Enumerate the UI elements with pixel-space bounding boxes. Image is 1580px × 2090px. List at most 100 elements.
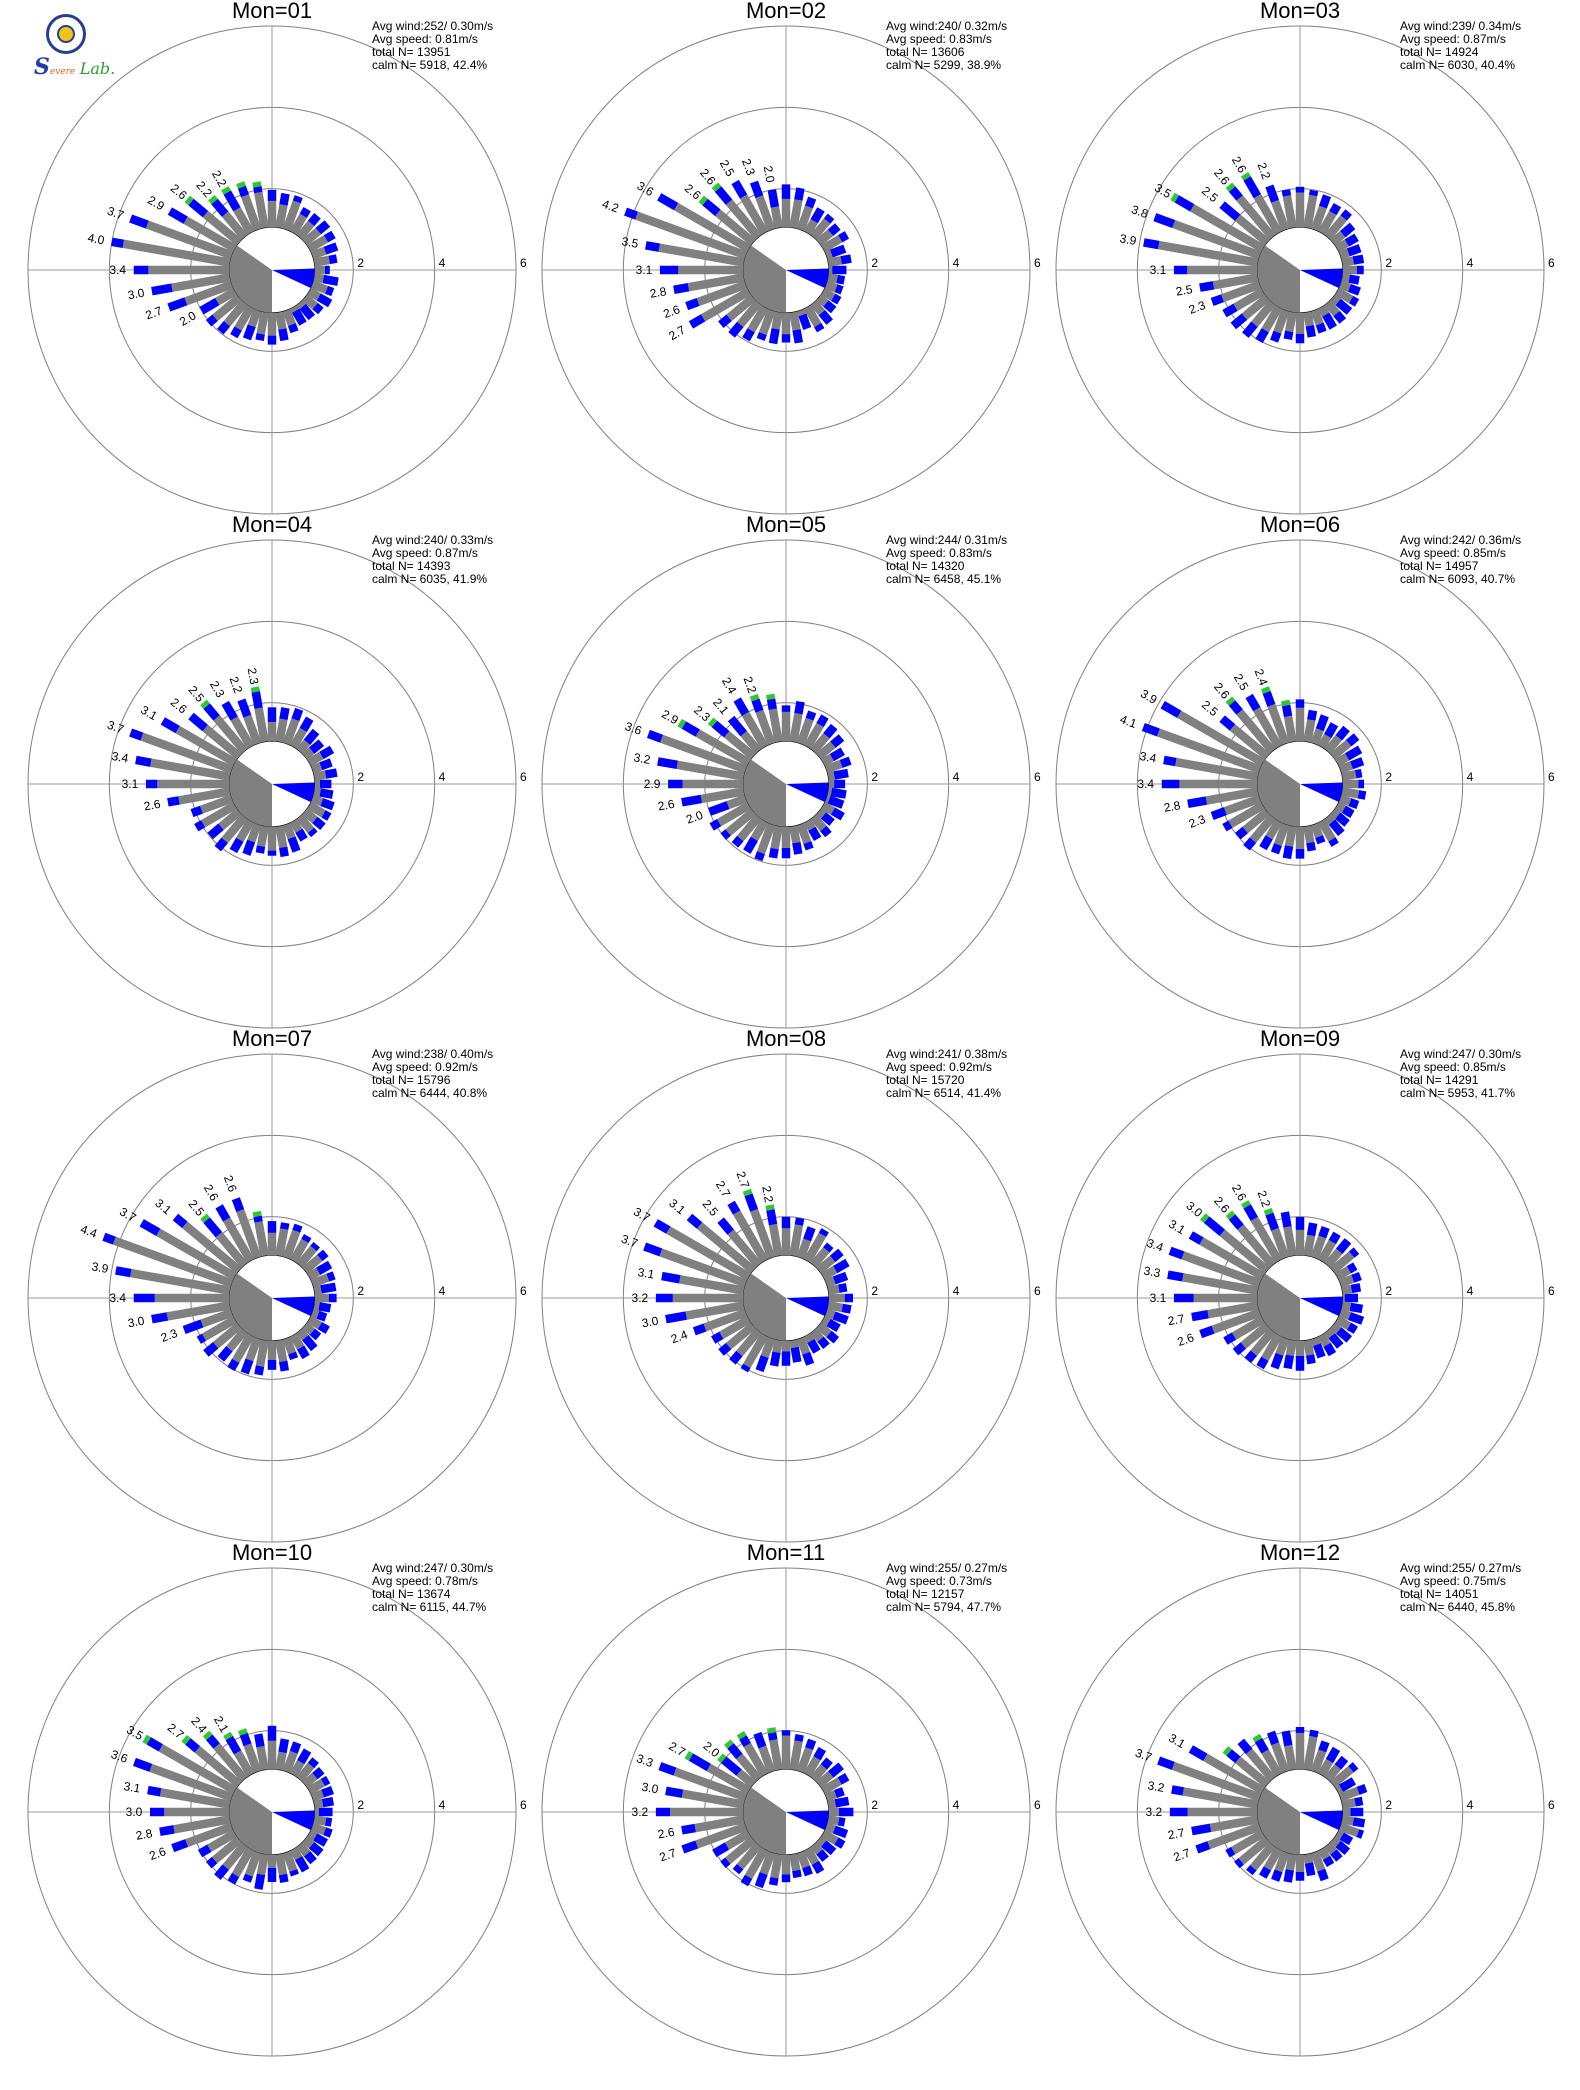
petal-value-label: 3.5 — [1152, 181, 1174, 202]
petal-speed-segment — [1219, 201, 1241, 221]
petal-value-label: 4.4 — [79, 1222, 100, 1241]
petal-speed-segment — [1167, 1270, 1184, 1282]
petal-calm-segment — [1285, 1339, 1297, 1357]
petal-speed-segment — [206, 1734, 220, 1749]
petal-speed-segment — [823, 300, 837, 314]
petal-value-label: 2.2 — [193, 178, 215, 200]
petal-value-label: 2.7 — [734, 1170, 753, 1191]
petal-speed-segment — [740, 1874, 753, 1887]
petal-calm-segment — [256, 311, 269, 335]
petal-value-label: 2.6 — [201, 1182, 222, 1204]
petal-speed-segment — [1318, 1740, 1330, 1753]
petal-calm-segment — [233, 1750, 255, 1778]
petal-calm-segment — [660, 734, 748, 774]
petal-high-speed-segment — [1281, 699, 1291, 707]
petal-speed-segment — [1153, 213, 1176, 229]
petal-speed-segment — [1318, 1225, 1330, 1239]
mean-vector-wedge — [1300, 1812, 1343, 1831]
petal-speed-segment — [172, 1213, 188, 1229]
mean-vector-wedge-edge — [272, 1296, 315, 1298]
petal-speed-segment — [794, 187, 805, 201]
wind-rose-5: Mon=05 2 4 6 2.0 2.6 2.9 3.2 3.6 2.9 2.32.12.4 2.2 A… — [541, 512, 1041, 1029]
petal-speed-segment — [1235, 826, 1248, 840]
petal-value-label: 2.8 — [1163, 798, 1182, 815]
petal-speed-segment — [324, 1817, 333, 1827]
petal-calm-segment — [1334, 1315, 1352, 1331]
petal-speed-segment — [197, 1844, 212, 1858]
petal-calm-segment — [1341, 1301, 1352, 1312]
petal-speed-segment — [278, 1738, 290, 1754]
petal-calm-segment — [282, 1750, 298, 1774]
petal-calm-segment — [171, 273, 231, 292]
petal-speed-segment — [146, 1737, 163, 1752]
petal-speed-segment — [740, 1363, 751, 1373]
petal-high-speed-segment — [252, 181, 262, 188]
petal-speed-segment — [804, 196, 817, 209]
petal-speed-segment — [727, 715, 747, 737]
petal-speed-segment — [147, 1785, 162, 1797]
petal-value-label: 2.2 — [759, 1185, 776, 1204]
petal-calm-segment — [1231, 1315, 1266, 1340]
petal-speed-segment — [325, 285, 335, 297]
petal-value-label: 3.0 — [127, 1314, 146, 1331]
stats-line: calm N= 6440, 45.8% — [1400, 1600, 1515, 1614]
petal-calm-segment — [130, 1268, 231, 1295]
petal-calm-segment — [736, 1327, 762, 1357]
petal-speed-segment — [830, 807, 845, 821]
petal-speed-segment — [1350, 1283, 1362, 1294]
petal-speed-segment — [739, 1735, 751, 1748]
petal-value-label: 2.6 — [657, 1825, 676, 1842]
petal-calm-segment — [769, 1739, 783, 1771]
petal-calm-segment — [685, 1301, 745, 1320]
petal-value-label: 3.0 — [126, 1805, 143, 1819]
petal-calm-segment — [275, 204, 288, 229]
petal-calm-segment — [1317, 818, 1336, 842]
petal-calm-segment — [254, 1221, 269, 1257]
petal-speed-segment — [685, 298, 700, 311]
stats-line: Avg speed: 0.85m/s — [1400, 1060, 1506, 1074]
petal-calm-segment — [810, 1247, 830, 1269]
petal-value-label: 3.7 — [631, 1205, 653, 1226]
petal-calm-segment — [1241, 294, 1271, 320]
petal-value-label: 2.6 — [143, 797, 162, 814]
petal-speed-segment — [1203, 1216, 1225, 1237]
stats-line: calm N= 6115, 44.7% — [372, 1600, 487, 1614]
petal-speed-segment — [688, 1753, 711, 1772]
mean-vector-wedge-edge — [786, 1810, 829, 1812]
petal-speed-segment — [214, 1864, 230, 1880]
petal-speed-segment — [1219, 715, 1236, 731]
petal-high-speed-segment — [181, 1735, 191, 1745]
petal-speed-segment — [646, 729, 664, 743]
petal-calm-segment — [815, 229, 834, 246]
petal-calm-segment — [1271, 199, 1290, 232]
petal-speed-segment — [768, 847, 779, 859]
petal-value-label: 2.3 — [159, 1326, 180, 1345]
petal-speed-segment — [1228, 700, 1243, 715]
calm-fraction-wedge — [1257, 1787, 1300, 1855]
petal-value-label: 2.2 — [1254, 1189, 1273, 1210]
petal-speed-segment — [279, 1222, 290, 1230]
stats-line: total N= 14924 — [1400, 45, 1479, 59]
petal-calm-segment — [306, 287, 321, 301]
petal-calm-segment — [313, 787, 321, 797]
petal-speed-segment — [665, 1786, 684, 1798]
petal-value-label: 2.6 — [1211, 1194, 1233, 1216]
petal-speed-segment — [1338, 1777, 1357, 1792]
petal-speed-segment — [1325, 1746, 1341, 1764]
petal-high-speed-segment — [711, 182, 722, 192]
petal-speed-segment — [712, 1842, 730, 1858]
petal-speed-segment — [1305, 325, 1316, 338]
petal-value-label: 2.5 — [1175, 282, 1194, 299]
petal-calm-segment — [1334, 287, 1354, 304]
petal-calm-segment — [296, 1762, 315, 1783]
petal-speed-segment — [818, 1228, 829, 1237]
petal-speed-segment — [292, 195, 303, 204]
petal-calm-segment — [681, 1789, 745, 1809]
petal-calm-segment — [1236, 709, 1276, 755]
petal-speed-segment — [1232, 1342, 1247, 1356]
petal-calm-segment — [696, 280, 748, 306]
petal-value-label: 2.5 — [1199, 698, 1221, 720]
petal-speed-segment — [214, 837, 228, 852]
petal-speed-segment — [836, 274, 846, 285]
petal-calm-segment — [215, 287, 238, 306]
